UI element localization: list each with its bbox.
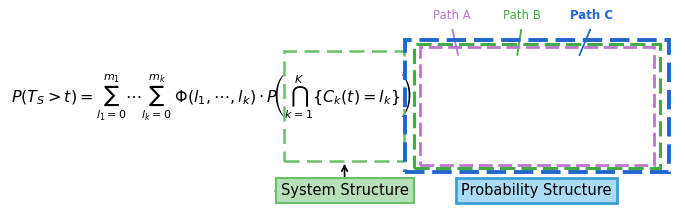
Bar — [421, 48, 653, 165]
Text: Path C: Path C — [570, 10, 613, 23]
Text: computationally expensive: computationally expensive — [274, 186, 415, 196]
Bar — [414, 44, 660, 168]
Text: System Structure: System Structure — [281, 183, 408, 198]
Text: Probability Structure: Probability Structure — [462, 183, 612, 198]
Text: Path A: Path A — [433, 10, 471, 23]
Text: $P(T_S > t) = \sum_{l_1=0}^{m_1} \cdots \sum_{l_k=0}^{m_k}\;\Phi(l_1, \cdots, l_: $P(T_S > t) = \sum_{l_1=0}^{m_1} \cdots … — [11, 72, 412, 123]
Bar — [406, 40, 669, 172]
Bar — [284, 51, 404, 161]
Text: Path B: Path B — [503, 10, 540, 23]
